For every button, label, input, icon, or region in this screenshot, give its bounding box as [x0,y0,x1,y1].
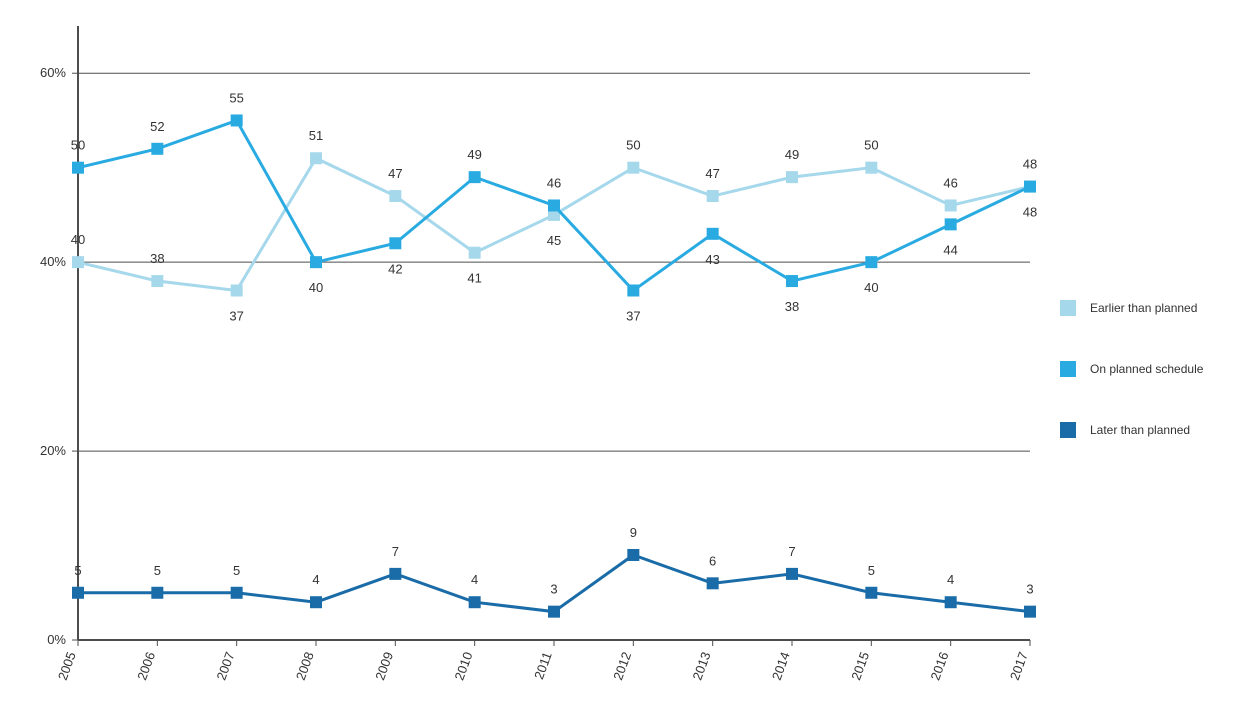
series-marker [231,587,243,599]
data-label: 3 [550,582,557,597]
data-label: 40 [309,280,323,295]
chart-container: 0%20%40%60%20052006200720082009201020112… [0,0,1250,709]
series-marker [548,606,560,618]
data-label: 38 [785,299,799,314]
data-label: 50 [626,138,640,153]
series-marker [231,114,243,126]
legend-label: Earlier than planned [1090,301,1197,315]
series-marker [389,237,401,249]
data-label: 50 [864,138,878,153]
y-tick-label: 40% [40,254,66,269]
data-label: 43 [705,252,719,267]
series-marker [865,256,877,268]
data-label: 49 [467,147,481,162]
data-label: 4 [471,572,478,587]
series-marker [72,162,84,174]
series-marker [786,171,798,183]
series-marker [945,199,957,211]
data-label: 5 [233,563,240,578]
data-label: 41 [467,271,481,286]
series-marker [707,577,719,589]
data-label: 5 [154,563,161,578]
data-label: 48 [1023,157,1037,172]
series-marker [707,190,719,202]
legend-label: On planned schedule [1090,362,1203,376]
data-label: 38 [150,251,164,266]
data-label: 4 [947,572,954,587]
series-marker [389,568,401,580]
legend: Earlier than planned On planned schedule L… [1060,300,1203,483]
series-marker [786,275,798,287]
series-marker [231,284,243,296]
series-marker [865,587,877,599]
legend-item: On planned schedule [1060,361,1203,377]
data-label: 47 [705,166,719,181]
data-label: 9 [630,525,637,540]
data-label: 50 [71,138,85,153]
data-label: 5 [868,563,875,578]
series-marker [1024,181,1036,193]
series-marker [310,256,322,268]
series-marker [1024,606,1036,618]
series-marker [151,143,163,155]
data-label: 52 [150,119,164,134]
y-tick-label: 20% [40,443,66,458]
data-label: 42 [388,261,402,276]
data-label: 46 [547,175,561,190]
data-label: 44 [943,242,957,257]
data-label: 47 [388,166,402,181]
series-marker [72,587,84,599]
legend-label: Later than planned [1090,423,1190,437]
series-marker [945,218,957,230]
series-marker [627,549,639,561]
series-marker [865,162,877,174]
data-label: 51 [309,128,323,143]
data-label: 55 [229,90,243,105]
data-label: 46 [943,175,957,190]
y-tick-label: 60% [40,65,66,80]
series-marker [945,596,957,608]
data-label: 37 [229,308,243,323]
legend-swatch [1060,422,1076,438]
series-marker [310,152,322,164]
data-label: 37 [626,308,640,323]
data-label: 5 [74,563,81,578]
series-marker [627,284,639,296]
series-marker [469,596,481,608]
legend-swatch [1060,361,1076,377]
series-marker [707,228,719,240]
data-label: 7 [788,544,795,559]
series-marker [469,171,481,183]
series-marker [389,190,401,202]
legend-item: Earlier than planned [1060,300,1203,316]
data-label: 48 [1023,205,1037,220]
data-label: 3 [1026,582,1033,597]
y-tick-label: 0% [47,632,66,647]
data-label: 45 [547,233,561,248]
series-marker [310,596,322,608]
series-marker [548,199,560,211]
series-marker [469,247,481,259]
data-label: 40 [864,280,878,295]
data-label: 49 [785,147,799,162]
data-label: 40 [71,232,85,247]
series-marker [72,256,84,268]
legend-swatch [1060,300,1076,316]
series-marker [151,275,163,287]
data-label: 4 [312,572,319,587]
series-marker [786,568,798,580]
data-label: 6 [709,553,716,568]
legend-item: Later than planned [1060,422,1203,438]
series-marker [151,587,163,599]
data-label: 7 [392,544,399,559]
series-marker [627,162,639,174]
